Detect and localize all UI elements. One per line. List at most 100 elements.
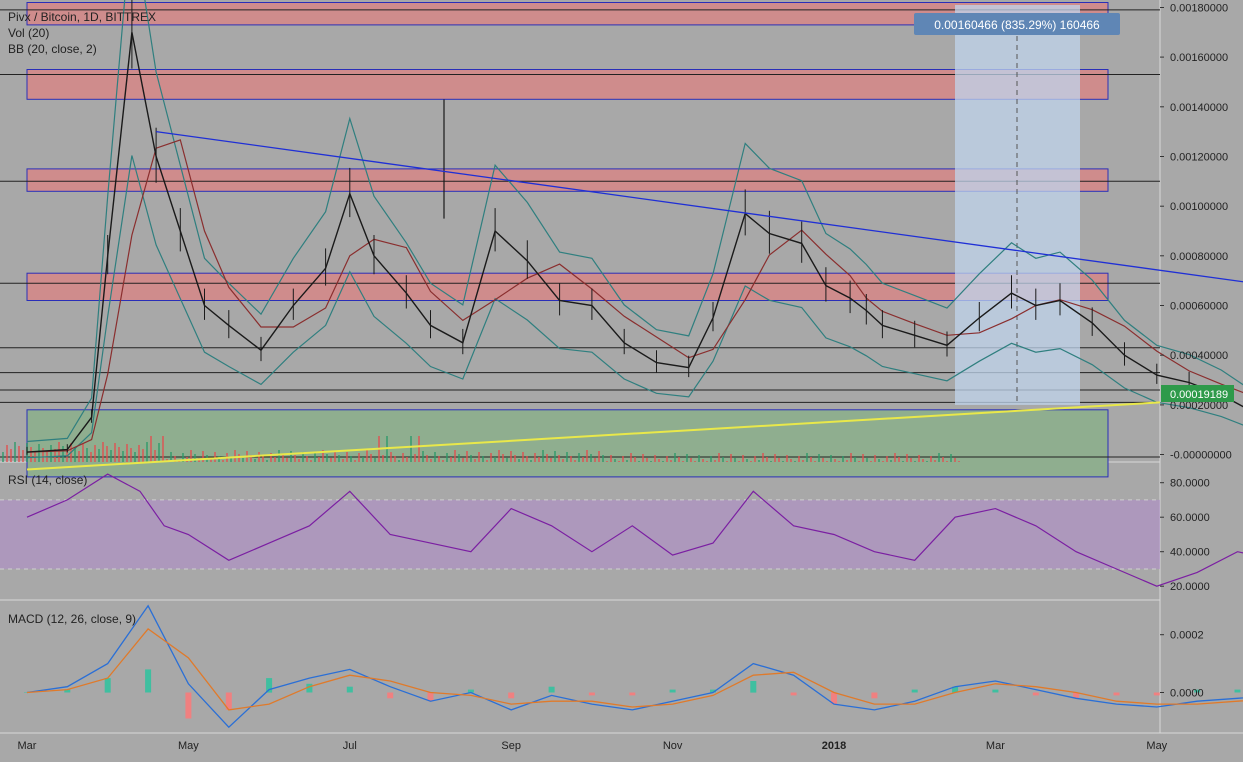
volume-bar-215 (862, 454, 864, 462)
volume-bar-138 (554, 451, 556, 462)
macd-label: MACD (12, 26, close, 9) (8, 612, 136, 626)
volume-bar-1 (6, 445, 8, 462)
volume-bar-213 (854, 457, 856, 462)
volume-bar-233 (934, 460, 936, 462)
volume-bar-121 (486, 460, 488, 462)
volume-bar-228 (914, 461, 916, 462)
volume-bar-148 (594, 458, 596, 462)
volume-bar-211 (846, 460, 848, 462)
volume-label: Vol (20) (8, 26, 49, 40)
volume-bar-59 (238, 454, 240, 462)
volume-bar-155 (622, 456, 624, 462)
macd-hist-bar-23 (952, 686, 959, 693)
volume-bar-42 (170, 452, 172, 462)
volume-bar-35 (142, 449, 144, 462)
price-tick-label-9: -0.00000000 (1170, 450, 1232, 462)
volume-bar-32 (130, 448, 132, 462)
macd-hist-bar-26 (1073, 692, 1080, 699)
volume-bar-39 (158, 443, 160, 462)
x-tick-label-4: Nov (663, 740, 683, 752)
volume-bar-132 (530, 460, 532, 462)
volume-bar-218 (874, 455, 876, 462)
volume-bar-85 (342, 459, 344, 462)
volume-bar-74 (298, 459, 300, 462)
volume-bar-22 (90, 452, 92, 462)
volume-bar-140 (562, 459, 564, 462)
macd-hist-bar-28 (1153, 692, 1160, 696)
volume-bar-82 (330, 458, 332, 462)
volume-bar-145 (582, 457, 584, 462)
volume-bar-113 (454, 450, 456, 462)
macd-layer (24, 604, 1243, 729)
volume-bar-239 (958, 461, 960, 462)
volume-bar-38 (154, 450, 156, 462)
volume-bar-99 (398, 460, 400, 462)
volume-bar-125 (502, 454, 504, 462)
macd-tick-label-1: 0.0000 (1170, 688, 1204, 700)
volume-bar-120 (482, 456, 484, 462)
volume-bar-144 (578, 453, 580, 462)
volume-bar-97 (390, 452, 392, 462)
volume-bar-158 (634, 457, 636, 462)
volume-bar-93 (374, 458, 376, 462)
volume-bar-192 (770, 461, 772, 462)
volume-bar-177 (710, 456, 712, 462)
volume-bar-67 (270, 453, 272, 462)
volume-bar-118 (474, 459, 476, 462)
volume-bar-111 (446, 453, 448, 462)
price-tick-label-5: 0.00080000 (1170, 251, 1228, 263)
volume-bar-10 (42, 448, 44, 462)
volume-bar-143 (574, 460, 576, 462)
volume-bar-15 (62, 446, 64, 462)
measure-area (955, 5, 1080, 405)
volume-bar-166 (666, 456, 668, 462)
macd-hist-bar-21 (871, 692, 878, 699)
volume-bar-168 (674, 453, 676, 462)
volume-bar-5 (22, 450, 24, 462)
volume-bar-167 (670, 460, 672, 462)
volume-bar-202 (810, 457, 812, 462)
volume-bar-157 (630, 453, 632, 462)
volume-bar-164 (658, 459, 660, 462)
volume-bar-91 (366, 450, 368, 462)
volume-bar-30 (122, 451, 124, 462)
price-tick-label-0: 0.00180000 (1170, 3, 1228, 15)
volume-bar-187 (750, 461, 752, 462)
volume-bar-25 (102, 442, 104, 462)
volume-bar-193 (774, 454, 776, 462)
trendline-down (156, 130, 1243, 283)
measure-badge-text: 0.00160466 (835.29%) 160466 (934, 18, 1100, 32)
volume-bar-150 (602, 455, 604, 462)
volume-bar-189 (758, 460, 760, 462)
x-tick-label-3: Sep (501, 740, 521, 752)
volume-bar-65 (262, 456, 264, 462)
volume-bar-101 (406, 457, 408, 462)
volume-bar-127 (510, 451, 512, 462)
macd-hist-bar-10 (427, 692, 434, 702)
volume-bar-104 (418, 436, 420, 462)
volume-bar-78 (314, 453, 316, 462)
volume-bar-134 (538, 457, 540, 462)
price-layer (26, 0, 1243, 459)
volume-bar-147 (590, 454, 592, 462)
rsi-tick-label-3: 20.0000 (1170, 581, 1210, 593)
volume-bar-130 (522, 452, 524, 462)
volume-bar-14 (58, 442, 60, 462)
volume-bar-88 (354, 460, 356, 462)
volume-bar-156 (626, 460, 628, 462)
volume-bar-124 (498, 450, 500, 462)
volume-bar-98 (394, 456, 396, 462)
macd-hist-bar-3 (145, 669, 152, 693)
symbol-title: Pivx / Bitcoin, 1D, BITTREX (8, 10, 156, 24)
volume-bar-47 (190, 450, 192, 462)
volume-bar-176 (706, 461, 708, 462)
volume-bar-76 (306, 456, 308, 462)
volume-bar-181 (726, 461, 728, 462)
volume-bar-81 (326, 454, 328, 462)
volume-bar-68 (274, 457, 276, 462)
zone-2 (26, 168, 1109, 192)
trendline-up (26, 401, 1161, 471)
volume-bar-89 (358, 453, 360, 462)
volume-bar-72 (290, 451, 292, 462)
volume-bar-220 (882, 461, 884, 462)
